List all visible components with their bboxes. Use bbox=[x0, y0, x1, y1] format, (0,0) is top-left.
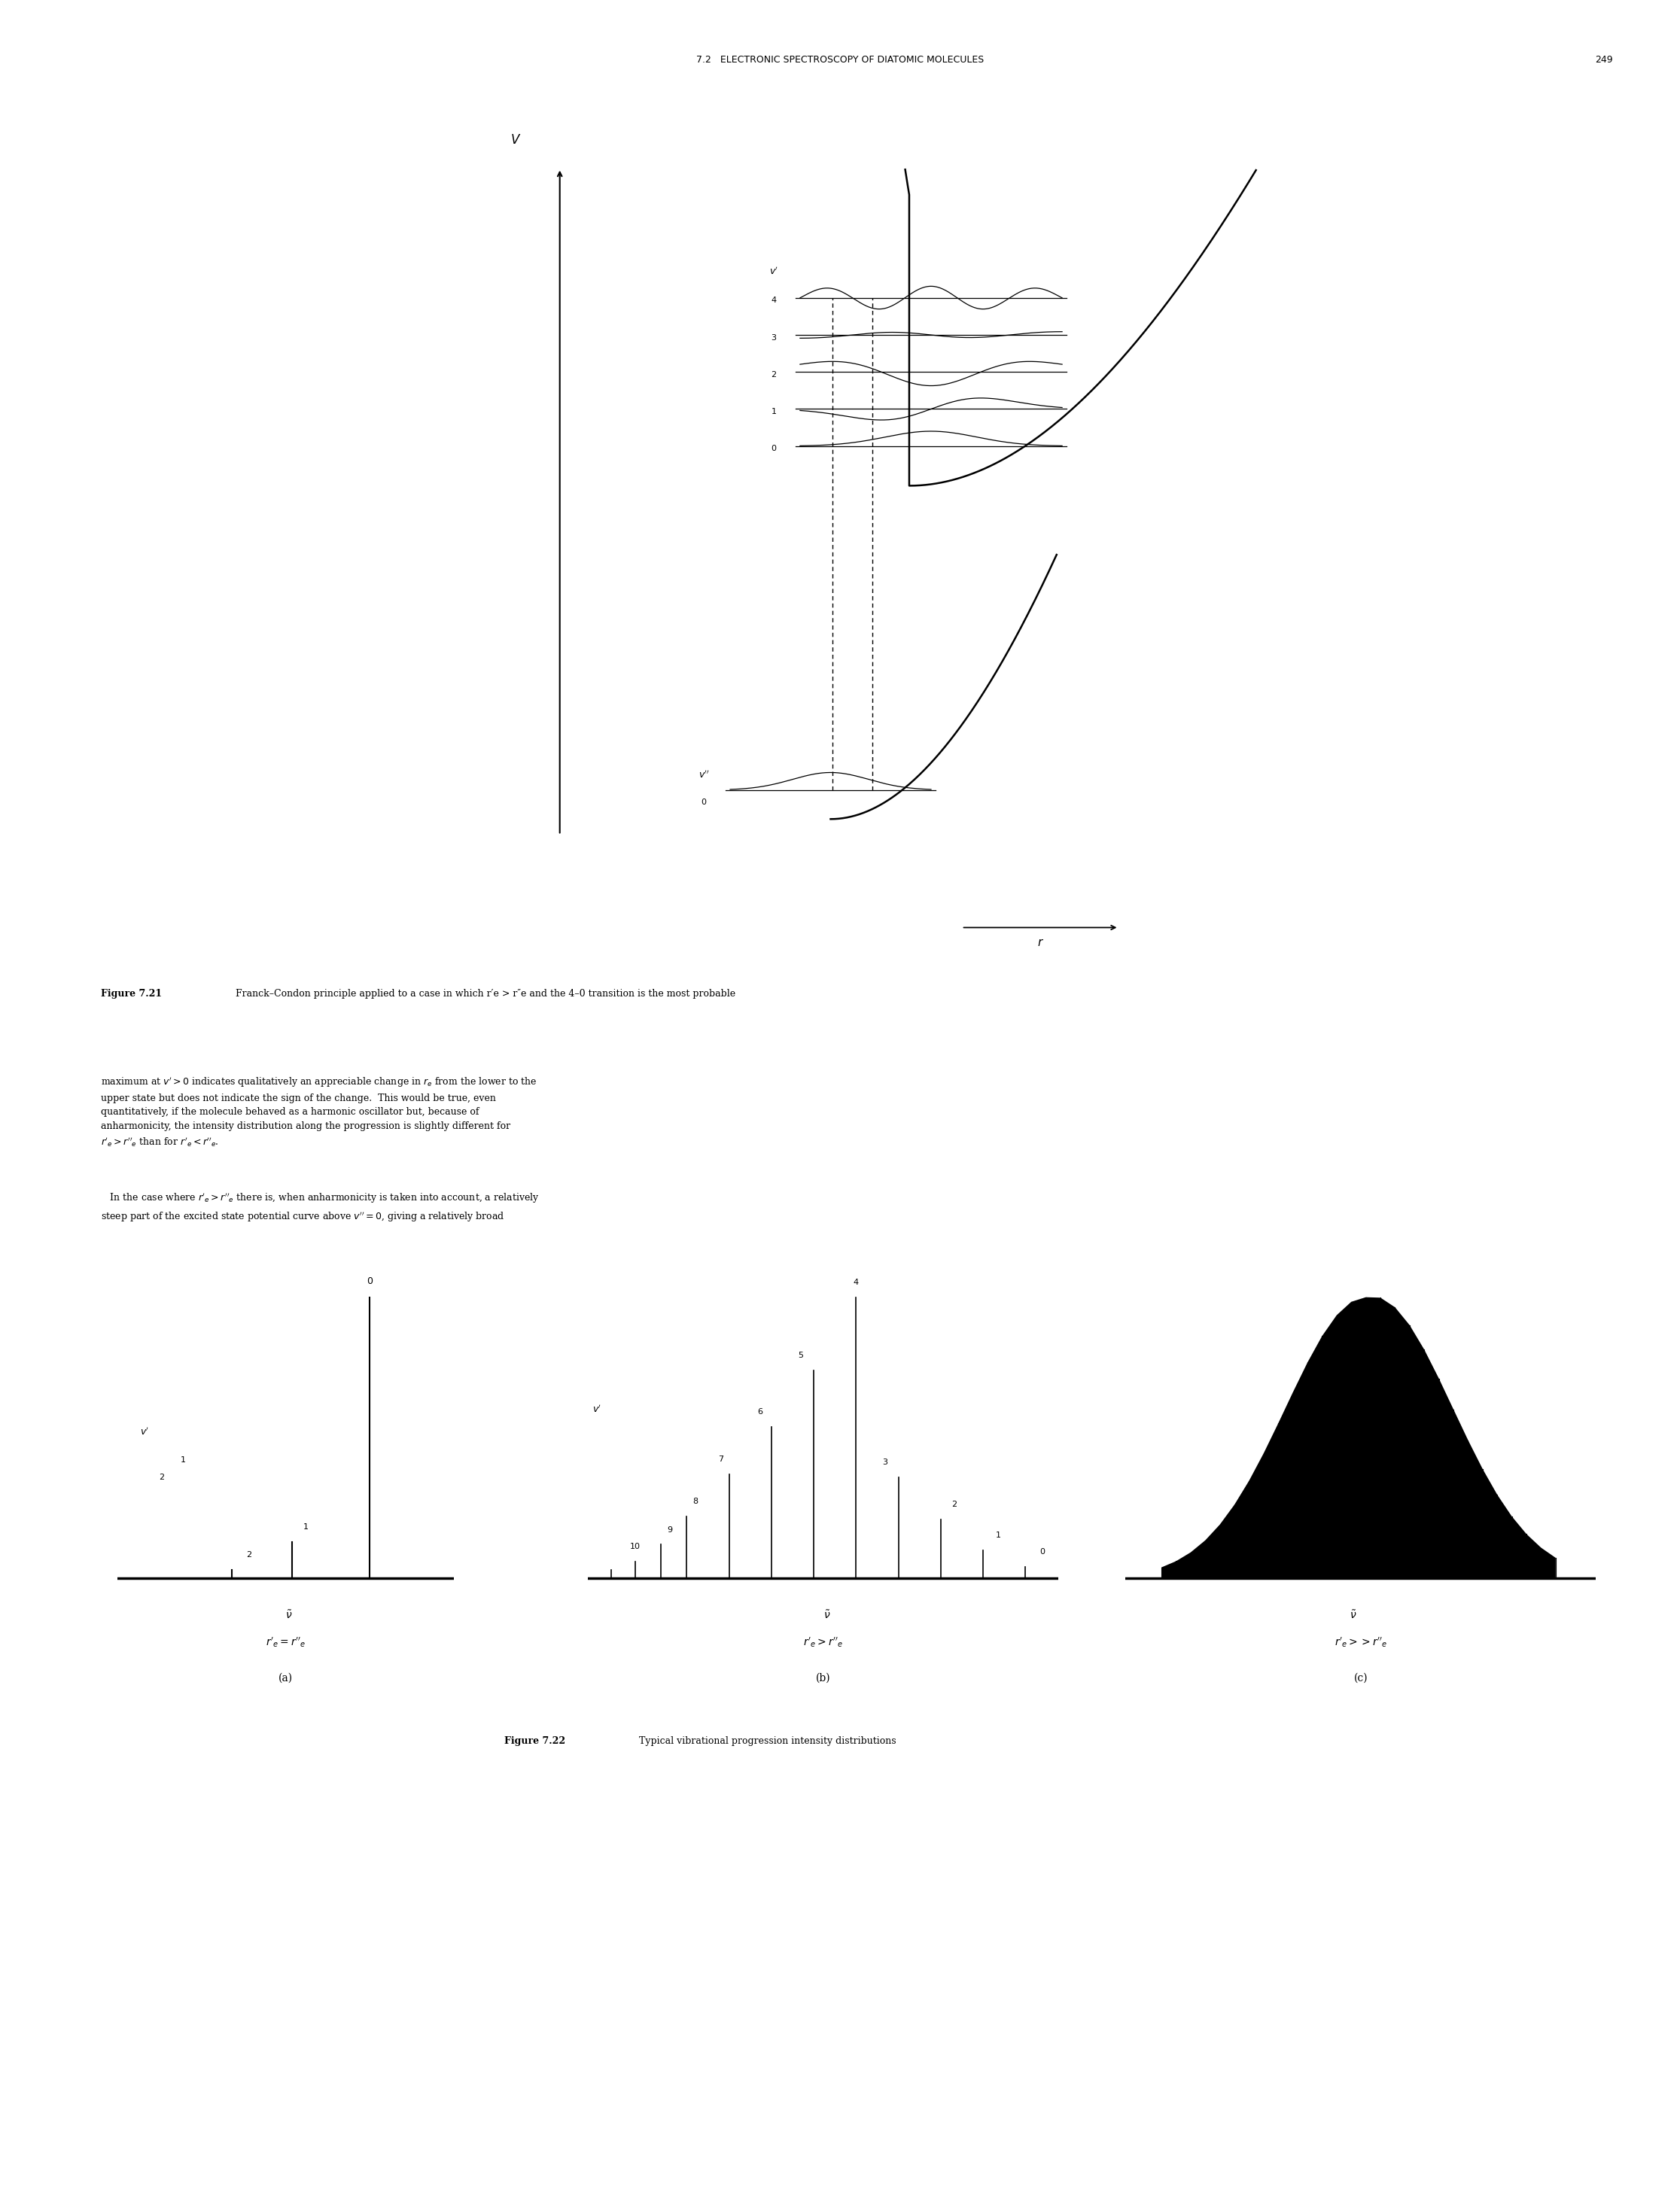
Text: 1: 1 bbox=[302, 1522, 309, 1531]
Text: 7.2   ELECTRONIC SPECTROSCOPY OF DIATOMIC MOLECULES: 7.2 ELECTRONIC SPECTROSCOPY OF DIATOMIC … bbox=[696, 55, 984, 63]
Text: Franck–Condon principle applied to a case in which r′e > r″e and the 4–0 transit: Franck–Condon principle applied to a cas… bbox=[227, 989, 736, 997]
Text: 9: 9 bbox=[667, 1527, 672, 1533]
Text: 2: 2 bbox=[771, 372, 776, 378]
Text: maximum at $v' > 0$ indicates qualitatively an appreciable change in $r_e$ from : maximum at $v' > 0$ indicates qualitativ… bbox=[101, 1076, 538, 1148]
Text: 8: 8 bbox=[692, 1498, 697, 1505]
Text: $r'_e>r''_e$: $r'_e>r''_e$ bbox=[803, 1636, 843, 1649]
Text: $v'$: $v'$ bbox=[769, 267, 778, 278]
Text: (a): (a) bbox=[279, 1673, 292, 1684]
Text: Figure 7.21: Figure 7.21 bbox=[101, 989, 161, 997]
Text: $r'_e=r''_e$: $r'_e=r''_e$ bbox=[265, 1636, 306, 1649]
Text: 4: 4 bbox=[771, 297, 776, 304]
Text: (b): (b) bbox=[816, 1673, 830, 1684]
Text: 2: 2 bbox=[245, 1551, 252, 1559]
Text: $\tilde{\nu}$: $\tilde{\nu}$ bbox=[823, 1610, 830, 1621]
Text: 1: 1 bbox=[771, 409, 776, 416]
Polygon shape bbox=[1161, 1297, 1556, 1579]
Text: 249: 249 bbox=[1594, 55, 1613, 63]
Text: 7: 7 bbox=[717, 1457, 724, 1463]
Text: 6: 6 bbox=[758, 1408, 763, 1415]
Text: 2: 2 bbox=[158, 1474, 165, 1481]
Text: 1: 1 bbox=[996, 1531, 1001, 1540]
Text: 0: 0 bbox=[701, 798, 707, 807]
Text: $\tilde{\nu}$: $\tilde{\nu}$ bbox=[1349, 1610, 1357, 1621]
Text: $r$: $r$ bbox=[1037, 936, 1043, 949]
Text: $v'$: $v'$ bbox=[139, 1426, 150, 1437]
Text: 3: 3 bbox=[771, 335, 776, 341]
Text: $v''$: $v''$ bbox=[699, 770, 709, 781]
Text: 2: 2 bbox=[951, 1500, 956, 1509]
Text: In the case where $r'_e > r''_e$ there is, when anharmonicity is taken into acco: In the case where $r'_e > r''_e$ there i… bbox=[101, 1192, 539, 1223]
Text: 0: 0 bbox=[366, 1277, 373, 1286]
Text: (c): (c) bbox=[1354, 1673, 1368, 1684]
Text: Typical vibrational progression intensity distributions: Typical vibrational progression intensit… bbox=[630, 1736, 895, 1745]
Text: 0: 0 bbox=[771, 444, 776, 453]
Text: $\tilde{\nu}$: $\tilde{\nu}$ bbox=[286, 1610, 292, 1621]
Text: $r'_e>>r''_e$: $r'_e>>r''_e$ bbox=[1334, 1636, 1388, 1649]
Text: 3: 3 bbox=[882, 1459, 889, 1465]
Text: 5: 5 bbox=[798, 1352, 803, 1358]
Text: 1: 1 bbox=[180, 1457, 186, 1463]
Text: 10: 10 bbox=[630, 1542, 640, 1551]
Text: 0: 0 bbox=[1040, 1548, 1045, 1555]
Text: 4: 4 bbox=[853, 1279, 858, 1286]
Text: Figure 7.22: Figure 7.22 bbox=[504, 1736, 564, 1745]
Text: $V$: $V$ bbox=[511, 133, 521, 147]
Text: $v'$: $v'$ bbox=[593, 1404, 601, 1415]
